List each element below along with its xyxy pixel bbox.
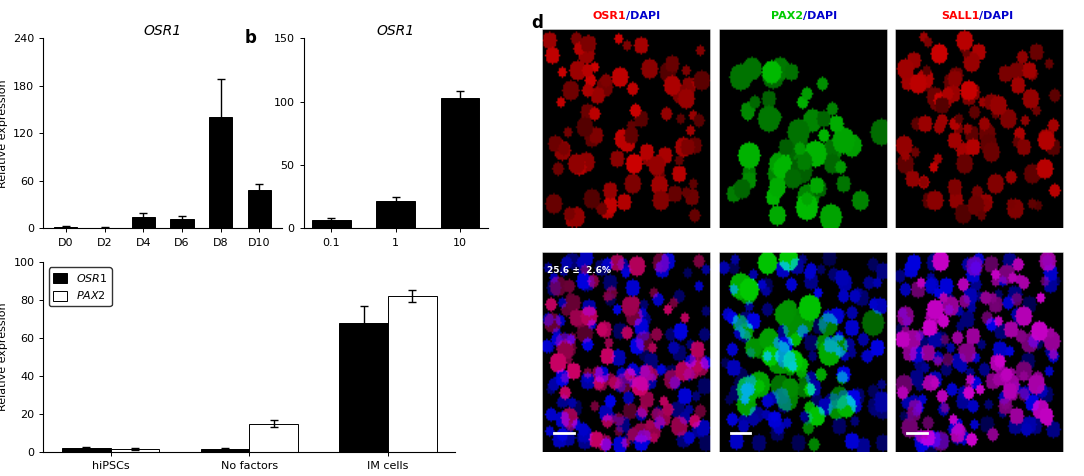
Text: b: b <box>245 29 257 47</box>
Bar <box>339 323 388 452</box>
Bar <box>376 200 415 228</box>
Bar <box>249 424 298 452</box>
Bar <box>248 190 271 228</box>
Text: /DAPI: /DAPI <box>627 11 660 21</box>
Text: OSR1: OSR1 <box>592 11 627 21</box>
Text: d: d <box>531 14 543 32</box>
Bar <box>201 449 249 452</box>
Bar <box>111 449 159 452</box>
Bar <box>131 217 155 228</box>
Text: /DAPI: /DAPI <box>980 11 1014 21</box>
Text: RA
(μM): RA (μM) <box>171 263 196 284</box>
Text: SALL1: SALL1 <box>941 11 980 21</box>
Text: PAX2: PAX2 <box>771 11 802 21</box>
Text: 25.6 ±  2.6%: 25.6 ± 2.6% <box>547 267 611 276</box>
Bar <box>209 118 232 228</box>
Bar <box>170 219 194 228</box>
Bar <box>312 219 350 228</box>
Legend: $\it{OSR1}$, $\it{PAX2}$: $\it{OSR1}$, $\it{PAX2}$ <box>49 268 112 306</box>
Y-axis label: Relative expression: Relative expression <box>0 303 8 411</box>
Y-axis label: Relative expression: Relative expression <box>0 79 8 188</box>
Bar <box>441 98 479 228</box>
Bar <box>62 448 111 452</box>
Title: OSR1: OSR1 <box>376 24 415 38</box>
Title: OSR1: OSR1 <box>143 24 182 38</box>
Text: /DAPI: /DAPI <box>802 11 837 21</box>
Bar <box>388 296 437 452</box>
